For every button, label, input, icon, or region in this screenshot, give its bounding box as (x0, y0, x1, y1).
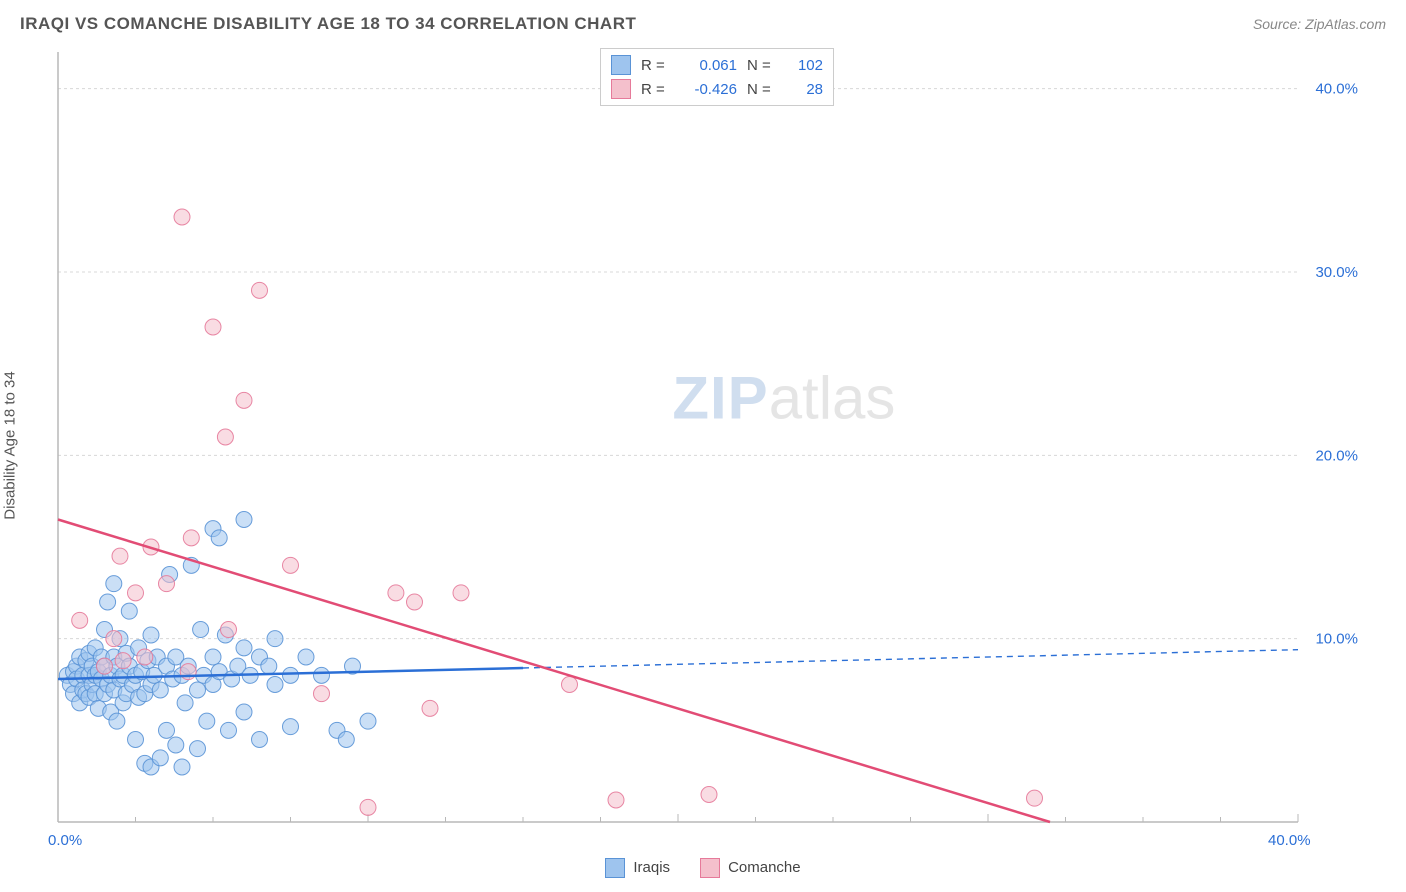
chart-title: IRAQI VS COMANCHE DISABILITY AGE 18 TO 3… (20, 14, 636, 34)
legend-item-comanche: Comanche (700, 858, 801, 878)
r-label: R = (641, 81, 671, 98)
n-label: N = (747, 81, 777, 98)
stats-row-iraqis: R = 0.061 N = 102 (611, 53, 823, 77)
swatch-comanche (700, 858, 720, 878)
series-legend: Iraqis Comanche (0, 854, 1406, 878)
legend-item-iraqis: Iraqis (605, 858, 670, 878)
stats-legend: R = 0.061 N = 102 R = -0.426 N = 28 (600, 48, 834, 106)
r-value-iraqis: 0.061 (681, 57, 737, 74)
swatch-comanche (611, 79, 631, 99)
source-credit: Source: ZipAtlas.com (1253, 16, 1386, 32)
n-label: N = (747, 57, 777, 74)
x-axis-labels: 0.0%40.0% (48, 832, 1368, 854)
r-label: R = (641, 57, 671, 74)
n-value-comanche: 28 (787, 81, 823, 98)
svg-text:30.0%: 30.0% (1315, 264, 1358, 281)
svg-text:10.0%: 10.0% (1315, 631, 1358, 648)
scatter-plot: 10.0% 20.0% 30.0% 40.0% (48, 42, 1368, 832)
legend-label-iraqis: Iraqis (633, 859, 670, 876)
n-value-iraqis: 102 (787, 57, 823, 74)
svg-text:40.0%: 40.0% (1315, 81, 1358, 98)
swatch-iraqis (611, 55, 631, 75)
source-name: ZipAtlas.com (1305, 16, 1386, 32)
y-axis-label: Disability Age 18 to 34 (2, 371, 19, 519)
swatch-iraqis (605, 858, 625, 878)
r-value-comanche: -0.426 (681, 81, 737, 98)
source-prefix: Source: (1253, 16, 1305, 32)
svg-text:20.0%: 20.0% (1315, 447, 1358, 464)
stats-row-comanche: R = -0.426 N = 28 (611, 77, 823, 101)
legend-label-comanche: Comanche (728, 859, 801, 876)
